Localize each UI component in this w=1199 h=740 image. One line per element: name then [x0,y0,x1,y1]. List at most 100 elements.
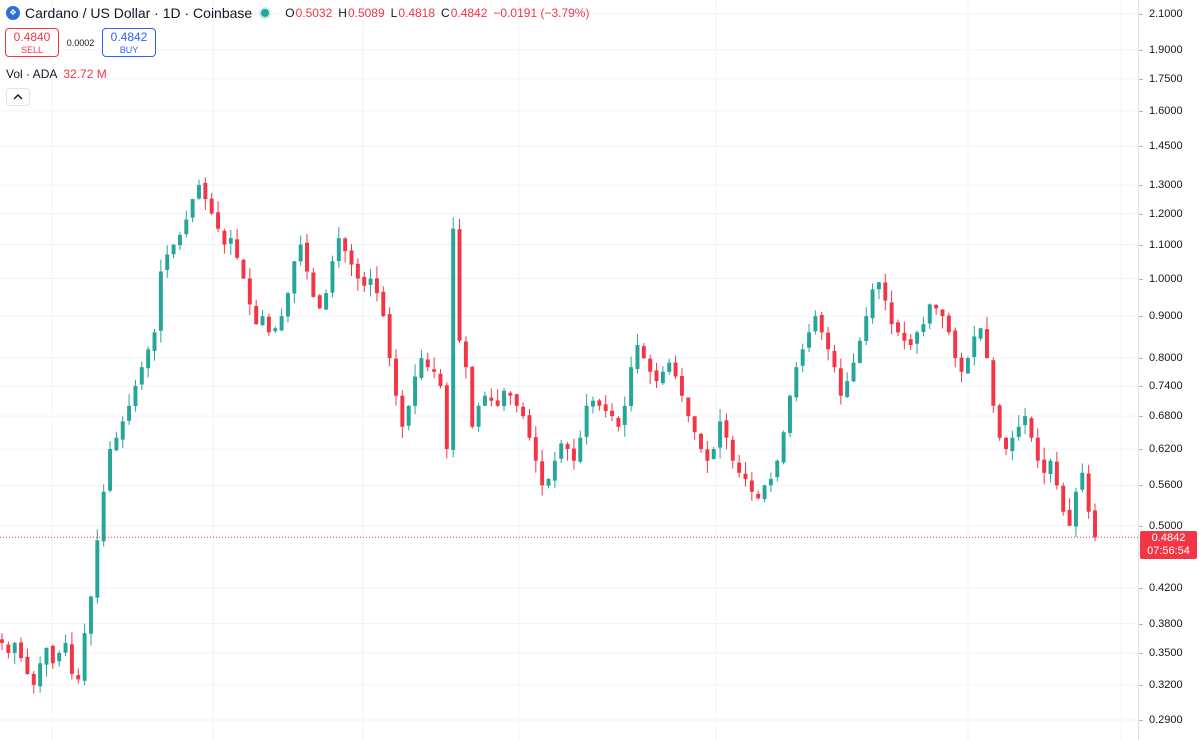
candle-down [0,639,4,643]
price-axis-tickmark [1139,525,1143,527]
volume-value: 32.72 M [63,67,107,81]
candle-up [368,278,373,285]
price-axis-tick-label: 0.3800 [1149,617,1183,630]
price-axis-tick-label: 0.2900 [1149,714,1183,726]
candle-down [1035,437,1040,461]
candle-up [101,491,106,542]
bar-countdown: 07:56:54 [1147,545,1190,557]
candle-up [718,421,723,448]
candle-up [1010,437,1015,452]
candle-up [711,449,716,460]
candle-down [940,309,945,317]
candle-down [819,314,824,333]
open-label: O [285,6,295,20]
collapse-legend-button[interactable] [6,88,30,106]
price-axis-tickmark [1139,79,1143,81]
candle-up [667,362,672,372]
candle-up [629,367,634,406]
candle-down [610,410,615,417]
candle-up [330,261,335,293]
candle-down [489,397,494,401]
candle-up [279,316,284,331]
candle-up [921,324,926,333]
candle-down [425,359,430,368]
candle-down [565,444,570,450]
candlestick-series [0,177,1097,694]
candle-up [857,340,862,364]
price-axis-tickmark [1139,684,1143,686]
volume-legend[interactable]: Vol · ADA 32.72 M [6,67,107,81]
price-axis-tickmark [1139,720,1143,721]
buy-label: BUY [119,45,139,55]
change-value: −0.0191 (−3.79%) [493,6,590,20]
candle-down [6,644,11,653]
candle-up [870,289,875,319]
candle-up [451,228,456,450]
candle-up [95,540,100,598]
cardano-logo-icon[interactable]: ✥ [6,6,20,20]
price-axis-tick-label: 0.8000 [1149,352,1183,365]
candle-down [463,341,468,368]
candle-up [851,362,856,382]
candle-up [1016,426,1021,437]
candle-down [673,362,678,377]
price-axis-tick-label: 1.1000 [1149,238,1183,251]
close-label: C [441,6,450,20]
price-axis-tick-label: 1.3000 [1149,179,1183,191]
price-axis[interactable]: 2.1000 1.9000 1.7500 1.6000 1.4500 1.3000 1.20… [1138,0,1199,740]
candle-down [25,656,30,674]
sell-label: SELL [20,45,44,55]
candle-up [419,358,424,378]
chevron-up-icon [13,94,23,100]
candle-down [432,369,437,372]
candle-down [266,316,271,333]
candle-down [311,272,316,297]
candle-up [171,244,176,255]
price-axis-tick-label: 1.2000 [1149,207,1183,220]
candle-down [394,358,398,396]
candle-down [896,322,900,333]
candle-down [235,239,240,258]
candle-down [571,448,576,461]
candle-down [495,400,500,406]
last-price-tag: 0.4842 07:56:54 [1140,531,1197,559]
market-status-dot-icon [261,9,270,17]
candle-up [482,395,487,406]
candle-down [991,360,996,406]
candle-down [400,395,405,427]
buy-button[interactable]: 0.4842 BUY [102,28,156,57]
candle-down [1042,459,1047,473]
spread-value: 0.0002 [66,37,95,48]
candle-down [521,406,526,417]
sell-button[interactable]: 0.4840 SELL [5,28,59,57]
candle-up [635,345,640,369]
candle-up [120,421,125,440]
candle-down [686,397,691,417]
candle-down [1086,473,1091,512]
candle-down [730,439,735,461]
low-label: L [390,6,398,20]
price-chart[interactable] [0,0,1138,740]
candle-down [470,366,475,427]
candle-down [997,405,1002,438]
candle-up [502,390,506,407]
candle-down [527,415,532,438]
candle-up [559,443,564,459]
candle-down [1067,509,1072,526]
candle-up [915,332,920,344]
candle-up [845,381,850,397]
candle-down [254,305,259,325]
candle-up [788,395,792,433]
candle-up [260,316,265,326]
candle-up [44,647,49,665]
candle-up [1048,460,1053,474]
candle-up [965,358,970,374]
price-axis-tick-label: 1.6000 [1149,104,1183,117]
price-axis-tickmark [1139,485,1143,487]
candle-down [902,332,907,341]
candle-up [768,479,773,486]
symbol-title[interactable]: Cardano / US Dollar · 1D · Coinbase [25,5,253,21]
candle-down [387,314,392,359]
candle-down [959,357,964,372]
candle-up [660,371,665,384]
